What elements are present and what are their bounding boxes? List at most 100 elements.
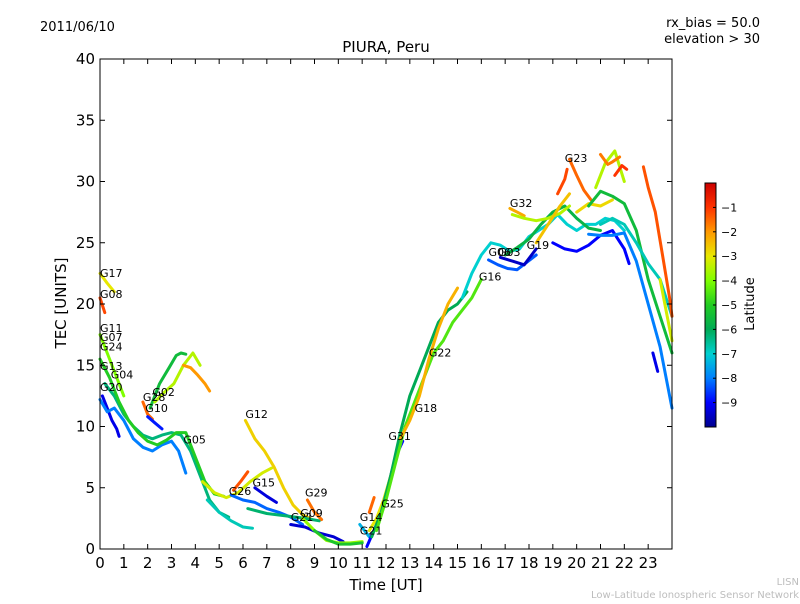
plot-frame (99, 58, 673, 550)
tec-series-42 (613, 164, 629, 177)
tec-series-45 (587, 189, 674, 355)
tec-series-18 (246, 507, 321, 523)
tec-series-17 (253, 486, 278, 504)
colorbar-tick-label: −7 (721, 348, 737, 361)
satellite-label-g14: G14 (360, 511, 383, 524)
satellite-label-g05: G05 (183, 434, 206, 447)
footer-lisn: LISN (777, 577, 799, 588)
x-tick-label: 8 (286, 554, 296, 572)
tec-series-30 (460, 213, 626, 300)
satellite-label-g31: G31 (388, 430, 411, 443)
x-tick-label: 13 (400, 554, 419, 572)
tec-series-12 (205, 498, 254, 530)
satellite-label-g15: G15 (253, 477, 276, 490)
colorbar: −1 −2 −3 −4 −5 −6 −7 −8 −9 (704, 182, 737, 428)
satellite-label-g08: G08 (100, 288, 123, 301)
x-tick-label: 9 (310, 554, 320, 572)
x-tick-label: 1 (119, 554, 129, 572)
satellite-label-g16: G16 (479, 271, 502, 284)
satellite-label-g03: G03 (498, 246, 521, 259)
tec-series-6 (98, 296, 107, 315)
x-tick-label: 17 (496, 554, 515, 572)
x-tick-label: 10 (329, 554, 348, 572)
y-tick-label: 40 (76, 50, 95, 68)
axes: 0 1 2 3 4 5 6 7 8 9 10 11 12 13 14 15 16 17 18 19 20 21 22 2305… (76, 50, 673, 572)
y-tick-label: 15 (76, 356, 95, 374)
tec-series-23 (358, 523, 371, 539)
tec-series-15 (243, 418, 314, 522)
tec-series-47 (641, 165, 674, 318)
y-tick-label: 5 (85, 479, 95, 497)
tec-series-5 (98, 271, 116, 294)
colorbar-tick-label: −9 (721, 397, 737, 410)
y-tick-label: 20 (76, 295, 95, 313)
tec-series-49 (651, 351, 660, 373)
x-tick-label: 11 (353, 554, 372, 572)
colorbar-label: Latitude (743, 277, 758, 331)
satellite-label-g21: G21 (291, 511, 314, 524)
y-tick-label: 10 (76, 418, 95, 436)
rx-bias-label: rx_bias = 50.0 (666, 16, 760, 31)
colorbar-tick-label: −5 (721, 299, 737, 312)
tec-series-43 (551, 229, 631, 266)
x-tick-label: 21 (591, 554, 610, 572)
tec-series-0 (100, 394, 121, 438)
y-tick-label: 35 (76, 111, 95, 129)
satellite-label-g13: G13 (100, 360, 123, 373)
x-tick-label: 18 (519, 554, 538, 572)
satellite-label-g06: G06 (489, 246, 512, 259)
x-axis-label: Time [UT] (348, 576, 422, 594)
chart-title: PIURA, Peru (342, 38, 429, 56)
tec-series-39 (575, 198, 614, 214)
satellite-label-g28: G28 (143, 391, 166, 404)
satellite-label-g18: G18 (415, 402, 438, 415)
colorbar-tick-label: −4 (721, 275, 737, 288)
satellite-label-g02: G02 (152, 386, 175, 399)
x-tick-label: 6 (238, 554, 248, 572)
satellite-label-g07: G07 (100, 331, 123, 344)
satellite-label-g21: G21 (360, 524, 383, 537)
tec-series-32 (498, 247, 538, 267)
satellite-label-g22: G22 (429, 347, 452, 360)
satellite-label-g24: G24 (100, 341, 123, 354)
x-tick-label: 12 (376, 554, 395, 572)
x-tick-label: 16 (472, 554, 491, 572)
x-tick-label: 2 (143, 554, 153, 572)
tec-series-35 (510, 204, 571, 223)
tec-series-27 (370, 290, 469, 539)
x-tick-label: 4 (191, 554, 201, 572)
date-label: 2011/06/10 (40, 20, 115, 35)
satellite-label-g10: G10 (145, 402, 168, 415)
x-tick-label: 3 (167, 554, 177, 572)
tec-series-34 (508, 206, 526, 218)
satellite-label-g26: G26 (229, 485, 252, 498)
tec-series-3 (98, 357, 226, 498)
satellite-label-g11: G11 (100, 322, 123, 335)
tec-series-48 (658, 278, 674, 343)
satellite-label-g20: G20 (100, 381, 123, 394)
x-tick-label: 19 (543, 554, 562, 572)
footer-network: Low-Latitude Ionospheric Sensor Network (591, 590, 799, 600)
tec-series-1 (98, 398, 188, 475)
y-tick-label: 0 (85, 540, 95, 558)
satellite-label-g19: G19 (527, 239, 550, 252)
x-tick-label: 22 (615, 554, 634, 572)
tec-series-10 (153, 351, 202, 404)
satellite-label-g17: G17 (100, 267, 123, 280)
satellite-label-g32: G32 (510, 197, 533, 210)
tec-series-9 (148, 351, 188, 410)
tec-series-13 (201, 466, 274, 500)
tec-series-26 (367, 496, 376, 514)
satellite-label-g25: G25 (381, 497, 404, 510)
colorbar-tick-label: −1 (721, 201, 737, 214)
satellite-label-g23: G23 (565, 152, 588, 165)
x-tick-label: 5 (214, 554, 224, 572)
y-tick-label: 30 (76, 173, 95, 191)
satellite-label-g29: G29 (305, 486, 328, 499)
satellite-label-g12: G12 (245, 408, 268, 421)
x-tick-label: 23 (639, 554, 658, 572)
colorbar-tick-label: −2 (721, 226, 737, 239)
tec-series-4 (98, 333, 126, 398)
satellite-label-g09: G09 (300, 507, 323, 520)
tec-series-14 (232, 470, 250, 492)
